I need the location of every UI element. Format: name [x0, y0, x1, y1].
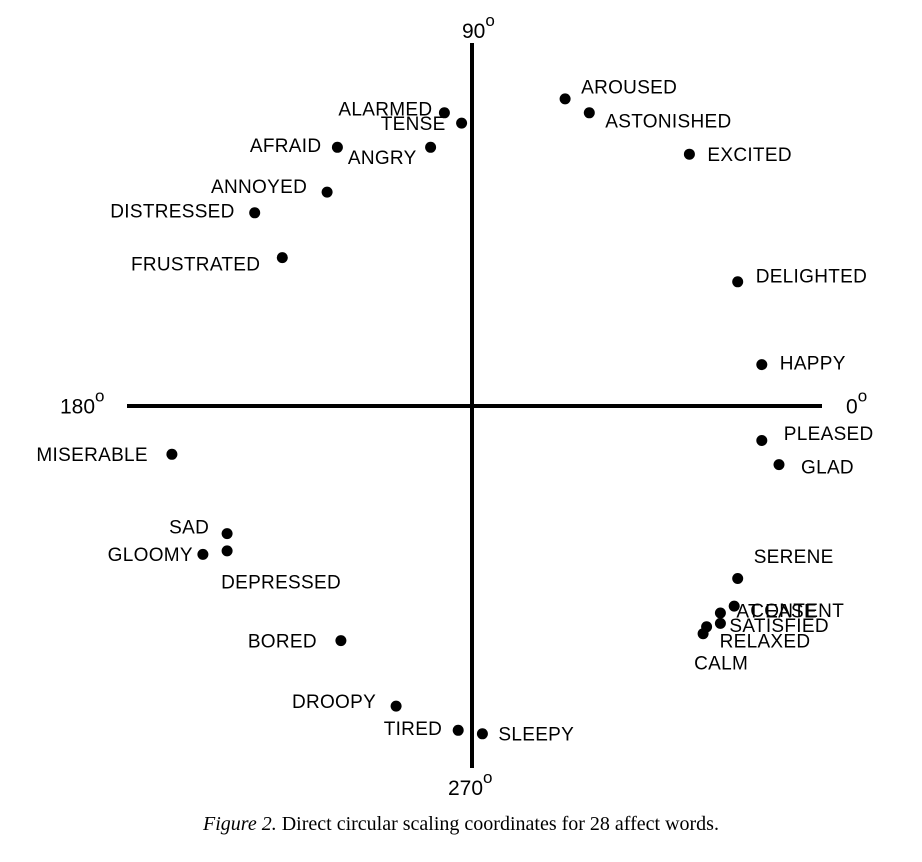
label-relaxed: RELAXED [720, 631, 811, 652]
point-glad [773, 459, 785, 471]
label-glad: GLAD [801, 457, 854, 478]
label-at-ease: AT EASE [736, 602, 817, 623]
label-tense: TENSE [381, 114, 446, 135]
data-points: AROUSED ASTONISHED EXCITED DELIGHTED HAPPY PL… [36, 78, 873, 746]
label-alarmed: ALARMED [338, 99, 432, 120]
point-annoyed [321, 186, 333, 198]
label-happy: HAPPY [780, 353, 846, 374]
point-bored [335, 635, 347, 647]
label-serene: SERENE [754, 547, 834, 568]
label-droopy: DROOPY [292, 692, 376, 713]
point-depressed [221, 545, 233, 557]
point-sad [221, 528, 233, 540]
figure-label: Figure 2. [203, 813, 277, 835]
axis-label-270: 270o [448, 768, 493, 800]
axis-label-90: 90o [462, 11, 495, 43]
label-calm: CALM [694, 653, 748, 674]
point-aroused [559, 93, 571, 105]
point-satisfied [714, 617, 726, 629]
point-angry [425, 141, 437, 153]
point-tired [452, 724, 464, 736]
point-gloomy [197, 548, 209, 560]
point-serene [732, 573, 744, 584]
affect-circumplex-chart: 0o 90o 180o 270o AROUSED ASTONISHED EXCITE… [36, 11, 873, 800]
label-annoyed: ANNOYED [211, 177, 307, 198]
point-delighted [732, 276, 744, 288]
point-afraid [331, 141, 343, 153]
point-miserable [166, 448, 178, 460]
caption-text: Direct circular scaling coordinates for … [276, 813, 719, 835]
label-distressed: DISTRESSED [110, 201, 234, 222]
point-content [728, 600, 740, 612]
label-content: CONTENT [750, 601, 844, 622]
axis-label-180: 180o [60, 386, 105, 418]
point-calm [697, 628, 709, 640]
point-sleepy [476, 728, 488, 740]
axis-label-0: 0o [846, 386, 867, 418]
label-pleased: PLEASED [784, 424, 874, 445]
label-astonished: ASTONISHED [605, 111, 731, 132]
label-frustrated: FRUSTRATED [131, 254, 260, 275]
point-excited [683, 148, 695, 160]
label-depressed: DEPRESSED [221, 573, 341, 594]
label-bored: BORED [248, 631, 317, 652]
figure-caption: Figure 2. Direct circular scaling coordi… [0, 813, 922, 836]
point-alarmed [438, 107, 450, 119]
label-excited: EXCITED [707, 145, 791, 166]
point-droopy [390, 700, 402, 712]
label-sad: SAD [169, 517, 209, 538]
label-angry: ANGRY [348, 148, 417, 169]
point-happy [756, 359, 768, 371]
point-at-ease [714, 607, 726, 619]
point-astonished [583, 107, 595, 119]
label-satisfied: SATISFIED [729, 616, 828, 637]
label-miserable: MISERABLE [36, 445, 147, 466]
point-tense [456, 117, 468, 129]
point-pleased [756, 435, 768, 446]
label-tired: TIRED [384, 719, 443, 740]
label-aroused: AROUSED [581, 78, 677, 99]
label-sleepy: SLEEPY [498, 724, 574, 745]
point-distressed [249, 207, 261, 219]
label-delighted: DELIGHTED [756, 266, 867, 287]
label-gloomy: GLOOMY [108, 545, 193, 566]
point-frustrated [276, 252, 288, 264]
label-afraid: AFRAID [250, 136, 321, 157]
